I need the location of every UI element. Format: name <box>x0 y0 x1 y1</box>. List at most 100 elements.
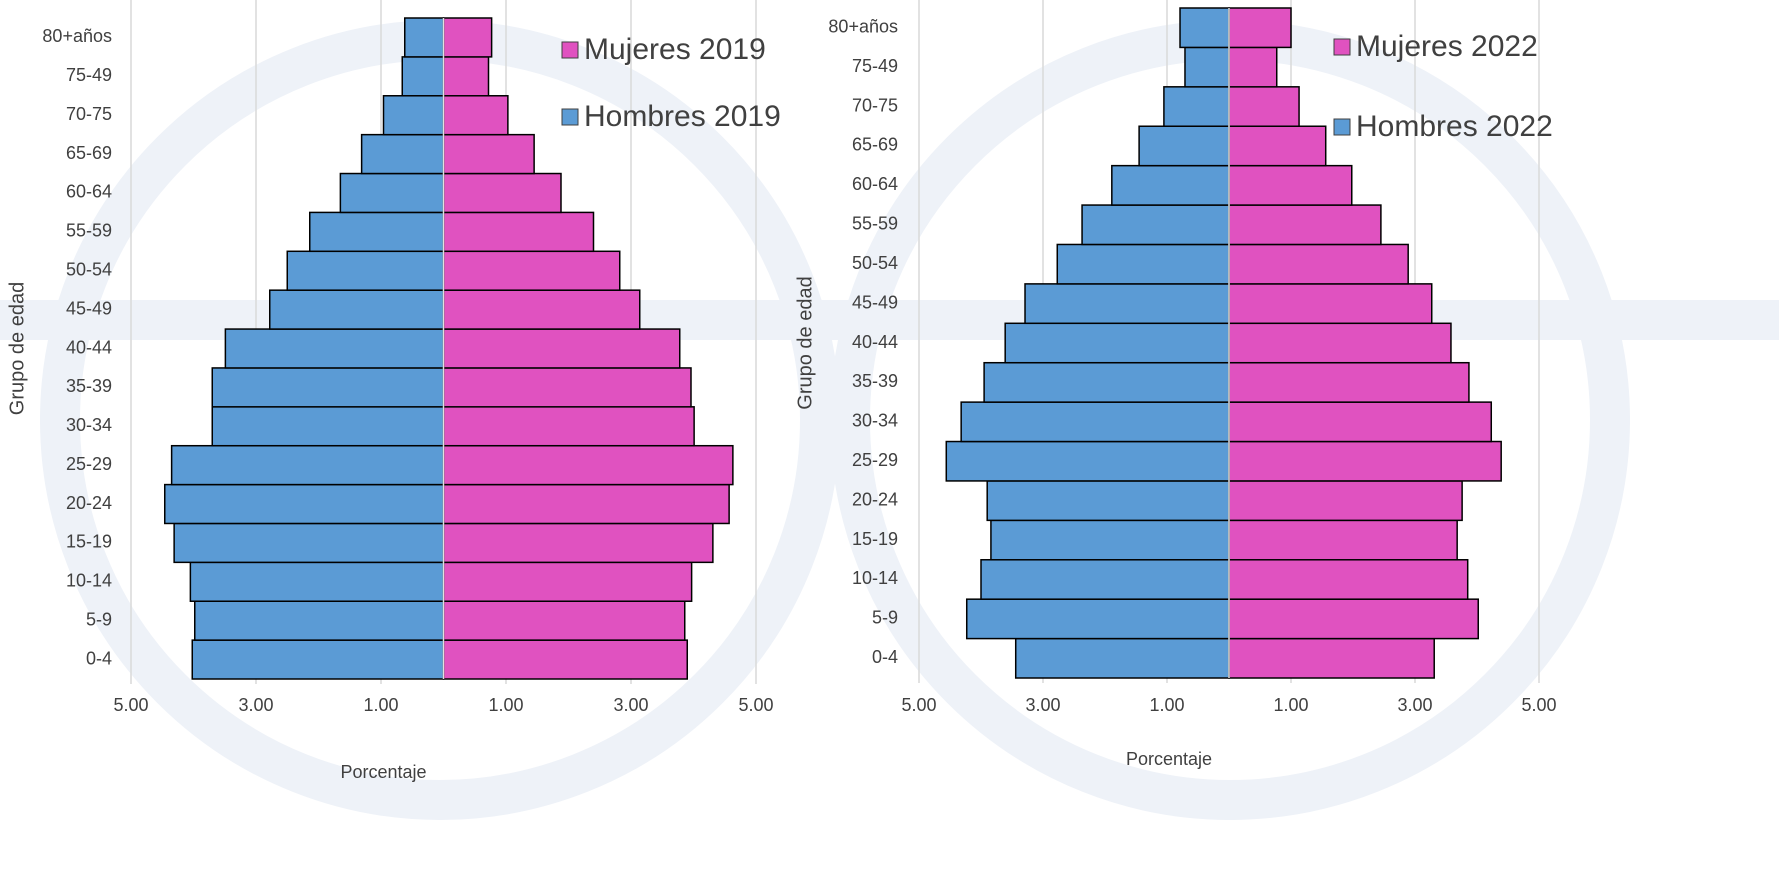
bar <box>442 289 641 330</box>
legend-label: Hombres 2019 <box>584 100 781 133</box>
bar <box>983 361 1230 403</box>
y-tick-label: 75-49 <box>852 56 898 76</box>
x-tick-label: 3.00 <box>613 695 648 715</box>
bar <box>986 480 1230 522</box>
y-tick-label: 20-24 <box>66 493 112 513</box>
y-tick-label: 80+años <box>828 16 898 36</box>
bar <box>1228 637 1435 679</box>
bar <box>1056 243 1230 285</box>
x-axis-label: Porcentaje <box>340 762 426 782</box>
bar <box>339 172 445 214</box>
y-tick-label: 80+años <box>42 26 112 46</box>
bar <box>442 328 681 369</box>
y-tick-label: 70-75 <box>66 104 112 124</box>
bar <box>1163 86 1230 127</box>
bar <box>211 367 445 408</box>
y-tick-label: 65-69 <box>66 143 112 163</box>
bar <box>401 56 445 97</box>
legend-label: Mujeres 2022 <box>1356 30 1538 63</box>
y-tick-label: 50-54 <box>66 259 112 279</box>
bar <box>1184 46 1230 88</box>
bar <box>1111 164 1230 206</box>
y-tick-label: 50-54 <box>852 253 898 273</box>
x-tick-label: 1.00 <box>363 695 398 715</box>
bar <box>269 289 445 330</box>
y-tick-label: 60-64 <box>852 174 898 194</box>
bar <box>960 401 1230 443</box>
x-tick-label: 1.00 <box>488 695 523 715</box>
y-tick-label: 40-44 <box>852 332 898 352</box>
x-tick-label: 5.00 <box>901 695 936 715</box>
legend-swatch <box>561 108 579 126</box>
legend-label: Hombres 2022 <box>1356 110 1553 143</box>
x-tick-label: 5.00 <box>738 695 773 715</box>
bar <box>980 559 1230 600</box>
y-tick-label: 65-69 <box>852 135 898 155</box>
bar <box>965 598 1230 640</box>
bar <box>442 367 692 408</box>
y-tick-label: 10-14 <box>66 571 112 591</box>
x-tick-label: 3.00 <box>1025 695 1060 715</box>
bar <box>442 250 621 291</box>
bar <box>1228 440 1502 482</box>
bar <box>442 406 695 447</box>
bar <box>1228 322 1452 364</box>
bar <box>194 600 445 641</box>
y-tick-label: 30-34 <box>66 415 112 435</box>
bar <box>1014 637 1230 679</box>
bar <box>1228 164 1353 206</box>
legend-swatch <box>1333 118 1351 136</box>
bar <box>173 522 445 564</box>
bar <box>990 519 1230 561</box>
bar <box>309 211 445 253</box>
bar <box>1228 7 1292 49</box>
bar <box>442 56 490 97</box>
y-tick-label: 25-29 <box>66 454 112 474</box>
bar <box>442 95 509 136</box>
y-tick-label: 30-34 <box>852 411 898 431</box>
bar <box>1228 401 1493 443</box>
y-tick-label: 55-59 <box>66 221 112 241</box>
bar <box>1004 322 1230 364</box>
y-tick-label: 70-75 <box>852 95 898 115</box>
legend-swatch <box>1333 38 1351 56</box>
x-tick-label: 3.00 <box>238 695 273 715</box>
x-axis-label: Porcentaje <box>1126 749 1212 769</box>
y-tick-label: 5-9 <box>872 608 898 628</box>
y-tick-label: 40-44 <box>66 337 112 357</box>
bar <box>1228 598 1479 640</box>
y-tick-label: 15-19 <box>66 532 112 552</box>
bar <box>404 17 445 58</box>
y-tick-label: 35-39 <box>66 376 112 396</box>
x-tick-label: 5.00 <box>113 695 148 715</box>
y-axis-label: Grupo de edad <box>6 282 28 415</box>
bar <box>442 211 595 253</box>
bar <box>360 133 445 175</box>
legend-swatch <box>561 41 579 59</box>
y-tick-label: 5-9 <box>86 609 112 629</box>
bar <box>1228 243 1409 285</box>
legend-label: Mujeres 2019 <box>584 33 766 66</box>
bar <box>442 133 535 175</box>
bar <box>211 406 445 447</box>
bar <box>382 95 445 136</box>
bar <box>191 639 445 680</box>
x-tick-label: 5.00 <box>1521 695 1556 715</box>
y-tick-label: 0-4 <box>872 647 898 667</box>
y-tick-label: 55-59 <box>852 214 898 234</box>
bar <box>286 250 445 291</box>
bar <box>1228 86 1300 127</box>
y-tick-label: 45-49 <box>852 292 898 312</box>
bar <box>945 440 1230 482</box>
bar <box>224 328 445 369</box>
bar <box>1024 283 1230 325</box>
y-tick-label: 35-39 <box>852 371 898 391</box>
bar <box>1138 125 1230 167</box>
bar <box>1228 204 1382 246</box>
bar <box>442 444 734 486</box>
y-tick-label: 15-19 <box>852 529 898 549</box>
bar <box>1228 283 1433 325</box>
y-tick-label: 25-29 <box>852 450 898 470</box>
bar <box>1228 559 1469 600</box>
